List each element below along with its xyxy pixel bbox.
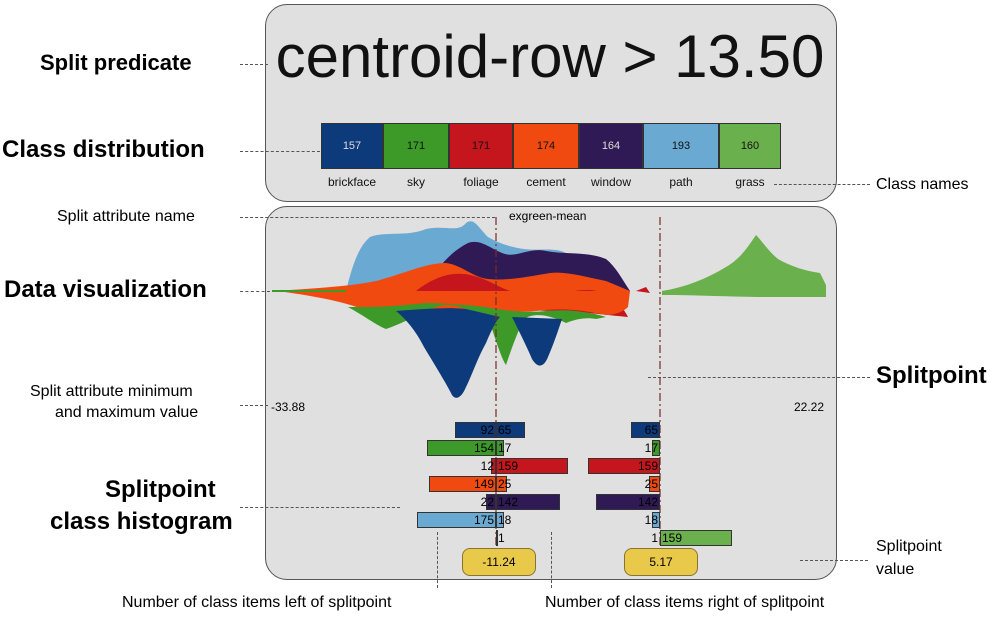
brickface-class-shape [512,317,562,366]
leader-line [240,507,400,508]
hist-bar-left [486,494,496,510]
hist-count-left: 154 [473,441,494,455]
leader-line [800,560,868,561]
hist-count-left: 175 [473,513,494,527]
splitpoint-histogram-label-line1: Splitpoint [105,476,216,503]
splitpoint-histogram-label-line2: class histogram [50,508,233,535]
hist-bar-left [652,440,660,456]
hist-count-right: 142 [498,495,519,509]
hist-bar-right [496,422,526,438]
small-mark-shape [636,287,650,293]
hist-bar-left [490,458,496,474]
hist-count-right: 17 [498,441,512,455]
hist-count-left: 17 [644,441,658,455]
splitpoint-value-label-line1: Splitpoint [876,538,942,555]
splitpoint-histogram-left: 92 65 154 17 12 159 149 25 22 142 175 18 1 65 17 159 25 1… [266,422,834,546]
hist-count-left: 149 [473,477,494,491]
class-segment-brickface: 157 [321,123,383,169]
split-attribute-name: exgreen-mean [509,209,587,223]
splitpoint-value-label-line2: value [876,561,915,578]
hist-count-left: 25 [644,477,658,491]
hist-count-right: 25 [498,477,512,491]
hist-count-right: 1 [498,531,505,545]
hist-count-left: 159 [637,459,658,473]
hist-count-left: 12 [480,459,494,473]
hist-count-left: 22 [480,495,494,509]
left-items-label: Number of class items left of splitpoint [122,594,392,611]
class-name-foliage: foliage [463,175,499,189]
attribute-max-value: 22.22 [794,400,825,414]
leader-line [774,184,870,185]
class-segment-foliage: 171 [449,123,513,169]
hist-count-left: 92 [480,423,494,437]
hist-bar-right [496,494,560,510]
leader-line [240,64,268,65]
predicate-panel [265,4,837,202]
hist-bar-left [596,494,660,510]
class-segment-window: 164 [579,123,643,169]
class-name-sky: sky [407,175,425,189]
class-name-path: path [669,175,693,189]
hist-count-right: 159 [498,459,519,473]
hist-count-right: 18 [498,513,512,527]
splitpoint-value-box: 5.17 [624,548,698,576]
split-predicate-text: centroid-row > 13.50 [275,23,825,90]
attribute-min-value: -33.88 [271,400,306,414]
class-name-cement: cement [526,175,566,189]
leader-line [648,377,870,378]
leader-line [240,217,495,218]
hist-count-left: 18 [644,513,658,527]
right-items-label: Number of class items right of splitpoin… [545,594,825,611]
leader-line [240,405,268,406]
grass-class-shape [662,235,826,297]
hist-count-right: 65 [498,423,512,437]
data-visualization [272,217,826,547]
data-visualization-label: Data visualization [4,276,207,303]
split-predicate-label: Split predicate [40,50,192,75]
minmax-label-line1: Split attribute minimum [30,383,193,400]
class-distribution-bar: 157 brickface 171 sky 171 foliage 174 cement 164… [321,123,781,195]
class-distribution-label: Class distribution [2,136,205,163]
hist-count-left: 65 [644,423,658,437]
class-names-label: Class names [876,176,969,193]
hist-count-left: 142 [637,495,658,509]
hist-bar-right [496,458,568,474]
leader-line [551,532,552,588]
class-name-window: window [590,175,632,189]
leader-line [240,151,320,152]
hist-bar-left [417,512,496,528]
hist-bar-right [660,530,732,546]
hist-count-right: 159 [662,531,683,545]
split-attribute-name-label: Split attribute name [57,208,195,225]
hist-bar-right [496,530,498,546]
hist-bar-right [496,476,508,492]
minmax-label-line2: and maximum value [55,404,199,421]
hist-bar-left [454,422,496,438]
hist-bar-right [496,440,504,456]
class-name-brickface: brickface [327,175,377,189]
brickface-class-shape [396,308,500,398]
class-name-grass: grass [735,175,765,189]
class-segment-sky: 171 [383,123,449,169]
hist-bar-left [588,458,660,474]
leader-line [240,291,270,292]
hist-bar-right [496,512,505,528]
splitpoint-value-box: -11.24 [462,548,536,576]
class-segment-cement: 174 [513,123,579,169]
class-segment-path: 193 [643,123,719,169]
hist-bar-left [426,440,496,456]
leader-line [437,532,438,588]
hist-count-left: 1 [651,531,658,545]
splitpoint-label: Splitpoint [876,362,987,389]
hist-bar-left [630,422,660,438]
hist-bar-left [648,476,660,492]
hist-bar-left [428,476,496,492]
class-segment-grass: 160 [719,123,781,169]
hist-bar-left [651,512,660,528]
